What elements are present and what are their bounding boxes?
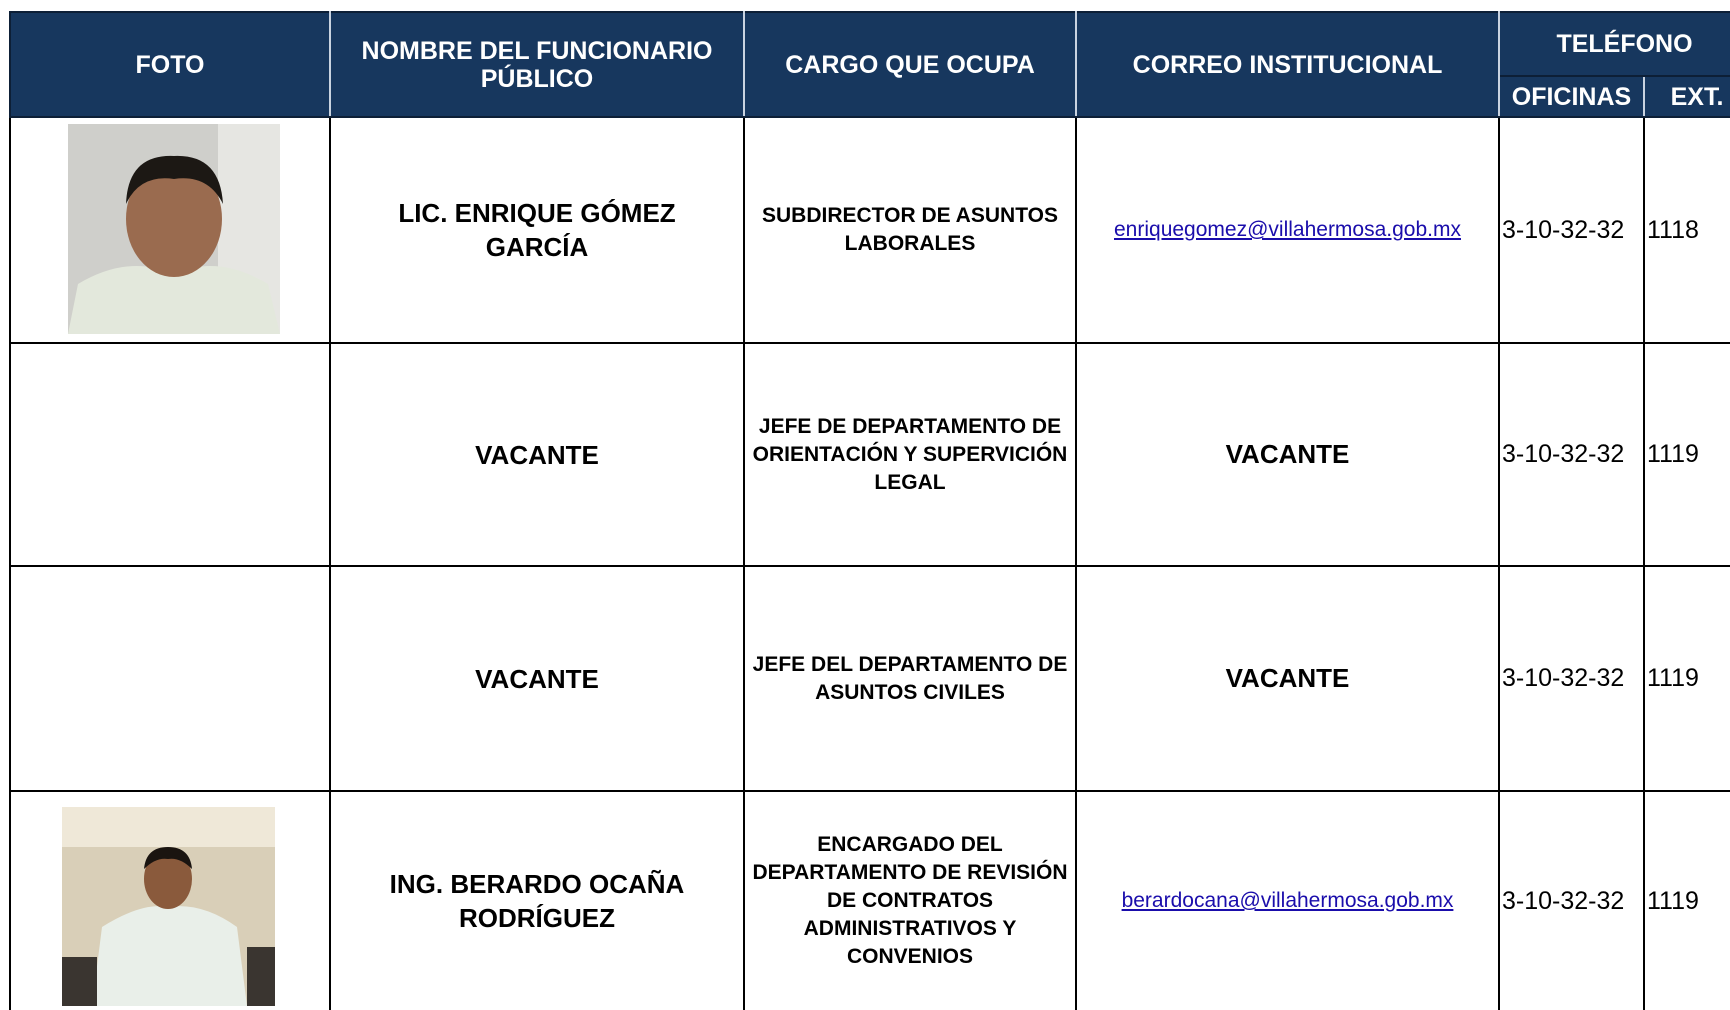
table-row: VACANTE JEFE DEL DEPARTAMENTO DE ASUNTOS … [9,565,1730,792]
email-cell: VACANTE [1075,342,1500,567]
name-cell: LIC. ENRIQUE GÓMEZ GARCÍA [329,116,745,344]
header-cell: FOTO [9,11,331,118]
cargo-cell: JEFE DE DEPARTAMENTO DE ORIENTACIÓN Y SU… [743,342,1077,567]
photo-cell [9,342,331,567]
phone-cell: 3-10-32-32 [1498,790,1645,1010]
ext-cell: 1119 [1642,565,1730,792]
email-cell: VACANTE [1075,565,1500,792]
photo [62,807,275,1006]
email-cell: enriquegomez@villahermosa.gob.mx [1075,116,1500,344]
phone-cell: 3-10-32-32 [1498,342,1645,567]
header-cell: OFICINAS [1498,75,1645,118]
header-cell: TELÉFONO [1497,11,1730,77]
cargo-cell: SUBDIRECTOR DE ASUNTOS LABORALES [743,116,1077,344]
header-cell: CORREO INSTITUCIONAL [1075,11,1500,118]
ext-cell: 1118 [1642,116,1730,344]
directory-table: FOTO NOMBRE DEL FUNCIONARIO PÚBLICO CARG… [9,11,1730,1010]
name-cell: VACANTE [329,565,745,792]
table-row: LIC. ENRIQUE GÓMEZ GARCÍA SUBDIRECTOR DE … [9,116,1730,344]
photo-cell [9,565,331,792]
email-cell: berardocana@villahermosa.gob.mx [1075,790,1500,1010]
cargo-cell: JEFE DEL DEPARTAMENTO DE ASUNTOS CIVILES [743,565,1077,792]
header-cell: CARGO QUE OCUPA [743,11,1077,118]
ext-cell: 1119 [1642,790,1730,1010]
table-row: VACANTE JEFE DE DEPARTAMENTO DE ORIENTACI… [9,342,1730,567]
cargo-cell: ENCARGADO DEL DEPARTAMENTO DE REVISIÓN D… [743,790,1077,1010]
name-cell: ING. BERARDO OCAÑA RODRÍGUEZ [329,790,745,1010]
phone-cell: 3-10-32-32 [1498,116,1645,344]
email-link[interactable]: berardocana@villahermosa.gob.mx [1121,889,1454,912]
ext-cell: 1119 [1642,342,1730,567]
header-cell: NOMBRE DEL FUNCIONARIO PÚBLICO [329,11,745,118]
phone-cell: 3-10-32-32 [1498,565,1645,792]
email-link[interactable]: enriquegomez@villahermosa.gob.mx [1114,218,1461,241]
table-body: LIC. ENRIQUE GÓMEZ GARCÍA SUBDIRECTOR DE … [9,116,1730,1010]
name-cell: VACANTE [329,342,745,567]
photo [68,124,280,334]
header-cell: EXT. [1642,75,1730,118]
